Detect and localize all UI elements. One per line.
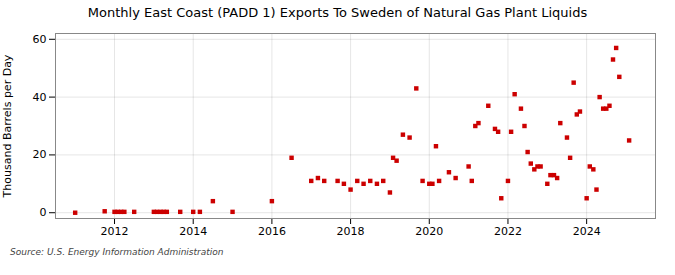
svg-text:2022: 2022 [494,225,522,238]
svg-text:0: 0 [40,206,47,219]
svg-text:2012: 2012 [101,225,129,238]
svg-text:20: 20 [33,148,47,161]
svg-text:2018: 2018 [337,225,365,238]
html-text:Monthly East Coast (PADD 1) Ex: Monthly East Coast (PADD 1) Exports To S… [87,5,588,20]
svg-text:60: 60 [33,33,47,46]
html-text:Source: U.S. Energy Informatio: Source: U.S. Energy Information Administ… [10,247,224,257]
svg-text:40: 40 [33,91,47,104]
svg-text:2024: 2024 [573,225,601,238]
svg-text:2016: 2016 [258,225,286,238]
svg-text:2014: 2014 [179,225,207,238]
svg-text:Thousand Barrels per Day: Thousand Barrels per Day [1,54,14,198]
svg-text:2020: 2020 [415,225,443,238]
